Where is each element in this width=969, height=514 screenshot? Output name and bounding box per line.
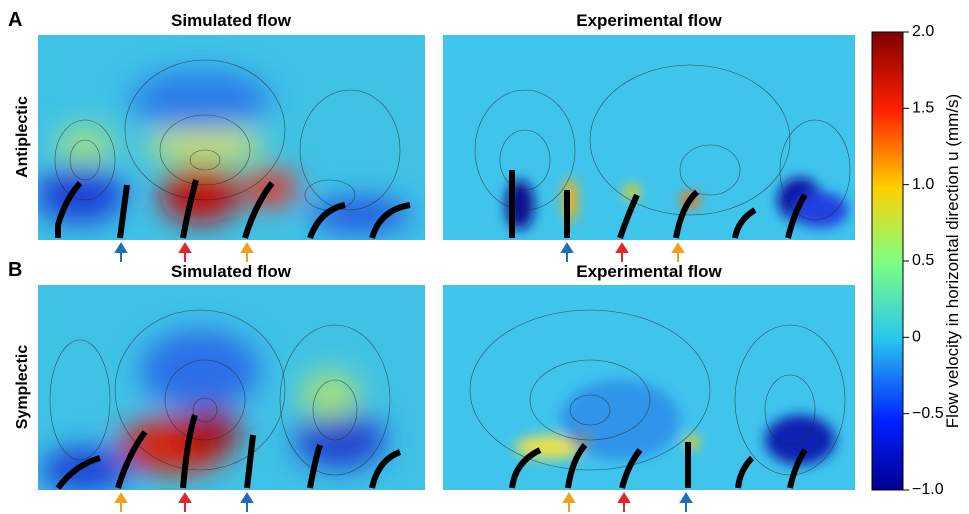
tick-label: 0.5 bbox=[912, 252, 934, 269]
tick-label: −1.0 bbox=[912, 481, 944, 498]
plot-title: Experimental flow bbox=[576, 11, 722, 30]
plot-title: Simulated flow bbox=[171, 262, 292, 281]
tick-label: 1.0 bbox=[912, 176, 934, 193]
flow-map bbox=[38, 285, 425, 492]
panel-letter: B bbox=[8, 259, 22, 281]
flow-map bbox=[35, 35, 425, 240]
figure: A B Antiplectic Symplectic Simulated flo… bbox=[0, 0, 969, 514]
flow-map bbox=[443, 285, 855, 490]
plot-title: Experimental flow bbox=[576, 262, 722, 281]
tick-label: −0.5 bbox=[912, 405, 944, 422]
tick-label: 1.5 bbox=[912, 100, 934, 117]
colorbar-ticks: 2.0 1.5 1.0 0.5 0 −0.5 −1.0 bbox=[903, 23, 944, 498]
panel-letter: A bbox=[8, 9, 22, 31]
row-label: Symplectic bbox=[14, 345, 31, 430]
colorbar bbox=[872, 32, 903, 490]
row-label: Antiplectic bbox=[14, 96, 31, 178]
tick-label: 0 bbox=[912, 329, 921, 346]
flow-map bbox=[443, 35, 855, 240]
plot-title: Simulated flow bbox=[171, 11, 292, 30]
colorbar-label: Flow velocity in horizontal direction u … bbox=[943, 94, 962, 428]
tick-label: 2.0 bbox=[912, 23, 934, 40]
